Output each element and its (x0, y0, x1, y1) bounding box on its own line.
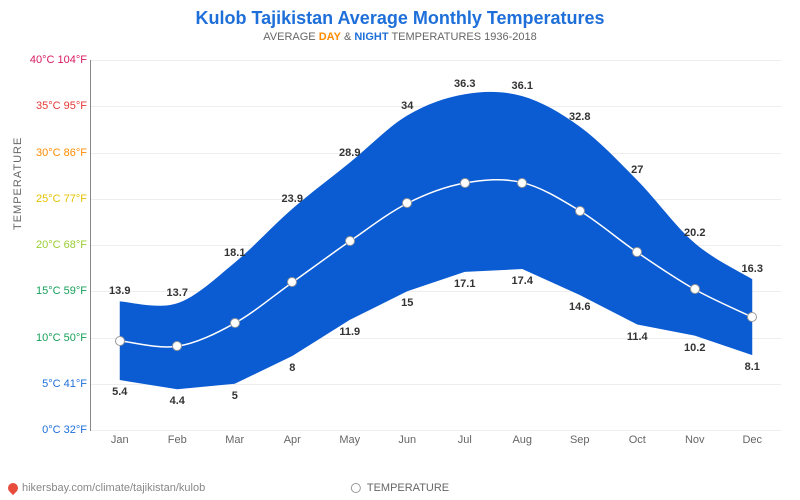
x-tick: Aug (512, 430, 532, 446)
day-value-label: 32.8 (569, 111, 590, 123)
y-tick: 0°C 32°F (7, 424, 91, 436)
day-value-label: 16.3 (742, 263, 763, 275)
avg-marker (402, 198, 412, 208)
avg-marker (632, 247, 642, 257)
avg-marker (115, 336, 125, 346)
night-value-label: 17.4 (512, 275, 533, 287)
night-value-label: 15 (401, 297, 413, 309)
night-value-label: 8.1 (745, 361, 760, 373)
day-value-label: 36.3 (454, 78, 475, 90)
day-value-label: 34 (401, 100, 413, 112)
chart-subtitle: AVERAGE DAY & NIGHT TEMPERATURES 1936-20… (0, 31, 800, 43)
night-value-label: 5.4 (112, 386, 127, 398)
x-tick: Apr (284, 430, 301, 446)
avg-marker (575, 206, 585, 216)
day-value-label: 13.7 (167, 287, 188, 299)
source-url: hikersbay.com/climate/tajikistan/kulob (22, 482, 205, 494)
avg-marker (230, 318, 240, 328)
legend-marker-icon (351, 483, 361, 493)
night-value-label: 5 (232, 390, 238, 402)
avg-marker (345, 236, 355, 246)
x-tick: May (339, 430, 360, 446)
x-tick: Dec (742, 430, 762, 446)
y-tick: 15°C 59°F (7, 285, 91, 297)
temperature-band (120, 92, 753, 389)
night-value-label: 14.6 (569, 301, 590, 313)
night-value-label: 17.1 (454, 278, 475, 290)
x-tick: Sep (570, 430, 590, 446)
night-value-label: 4.4 (170, 395, 185, 407)
legend-label: TEMPERATURE (367, 482, 449, 494)
avg-marker (172, 341, 182, 351)
avg-marker (747, 312, 757, 322)
legend: TEMPERATURE (351, 482, 449, 494)
chart-title: Kulob Tajikistan Average Monthly Tempera… (0, 0, 800, 29)
night-value-label: 11.4 (627, 331, 648, 343)
day-value-label: 36.1 (512, 80, 533, 92)
day-value-label: 23.9 (282, 193, 303, 205)
y-tick: 10°C 50°F (7, 332, 91, 344)
avg-marker (517, 178, 527, 188)
plot-area: 0°C 32°F5°C 41°F10°C 50°F15°C 59°F20°C 6… (90, 60, 781, 431)
day-value-label: 28.9 (339, 147, 360, 159)
avg-marker (287, 277, 297, 287)
source-footer: hikersbay.com/climate/tajikistan/kulob (8, 482, 205, 494)
y-tick: 30°C 86°F (7, 147, 91, 159)
temperature-chart: Kulob Tajikistan Average Monthly Tempera… (0, 0, 800, 500)
night-value-label: 8 (289, 362, 295, 374)
day-value-label: 18.1 (224, 247, 245, 259)
night-value-label: 10.2 (684, 342, 705, 354)
day-value-label: 20.2 (684, 227, 705, 239)
x-tick: Jun (398, 430, 416, 446)
night-word: NIGHT (354, 31, 388, 43)
x-tick: Nov (685, 430, 705, 446)
x-tick: Jan (111, 430, 129, 446)
day-value-label: 13.9 (109, 285, 130, 297)
x-tick: Mar (225, 430, 244, 446)
avg-marker (690, 284, 700, 294)
y-tick: 25°C 77°F (7, 193, 91, 205)
y-tick: 35°C 95°F (7, 100, 91, 112)
y-tick: 20°C 68°F (7, 239, 91, 251)
x-tick: Jul (458, 430, 472, 446)
night-value-label: 11.9 (339, 326, 360, 338)
day-word: DAY (319, 31, 341, 43)
x-tick: Feb (168, 430, 187, 446)
x-tick: Oct (629, 430, 646, 446)
y-tick: 40°C 104°F (7, 54, 91, 66)
y-tick: 5°C 41°F (7, 378, 91, 390)
day-value-label: 27 (631, 164, 643, 176)
pin-icon (6, 481, 20, 495)
avg-marker (460, 178, 470, 188)
